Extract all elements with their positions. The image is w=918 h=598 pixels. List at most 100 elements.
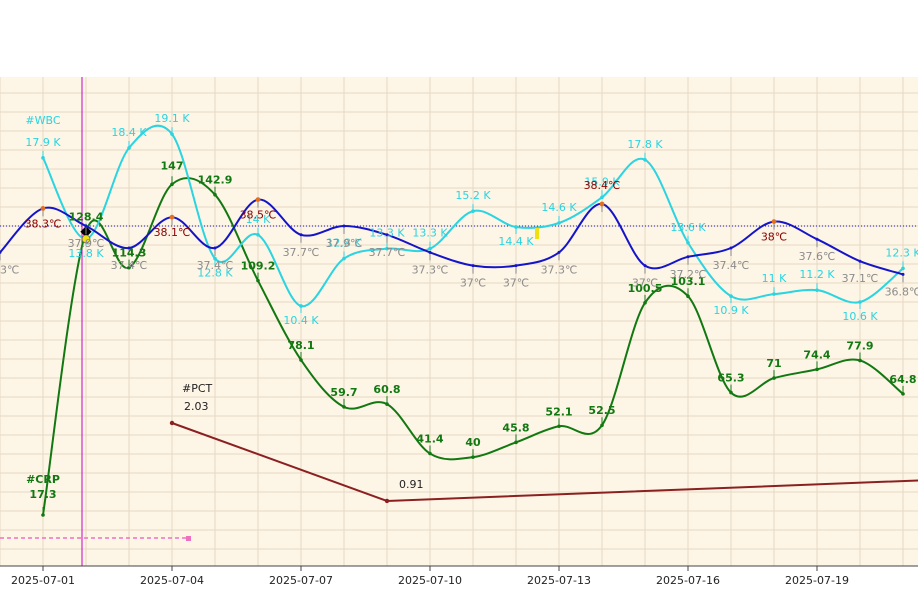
wbc-point[interactable] <box>471 209 475 213</box>
crp-point[interactable] <box>557 424 561 429</box>
temperature-fever-point[interactable] <box>40 206 46 211</box>
crp-point[interactable] <box>901 392 905 396</box>
wbc-point[interactable] <box>256 233 260 237</box>
temperature-data-label: 38.5℃ <box>240 209 277 222</box>
temperature-point[interactable] <box>0 250 2 254</box>
wbc-point[interactable] <box>428 246 432 251</box>
crp-data-label: 17.3 <box>29 488 56 501</box>
temperature-point[interactable] <box>815 237 819 241</box>
crp-data-label: 41.4 <box>416 433 443 446</box>
temperature-data-label: 37.7℃ <box>369 246 406 259</box>
temperature-data-label: 37.4℃ <box>197 259 234 272</box>
wbc-point[interactable] <box>514 225 518 229</box>
crp-point[interactable] <box>772 376 776 380</box>
wbc-point[interactable] <box>557 221 561 225</box>
crp-data-label: 40 <box>465 436 481 449</box>
temperature-line <box>0 198 904 276</box>
crp-point[interactable] <box>41 513 45 517</box>
crp-point[interactable] <box>815 367 819 372</box>
wbc-point[interactable] <box>815 288 819 292</box>
temperature-point[interactable] <box>643 264 647 268</box>
wbc-point[interactable] <box>772 292 776 296</box>
crp-data-label: 147 <box>161 159 184 172</box>
crp-point[interactable] <box>213 192 217 197</box>
pct-point[interactable] <box>169 420 175 426</box>
wbc-data-label: 14 K <box>246 213 271 226</box>
temperature-point[interactable] <box>686 255 690 259</box>
temperature-point[interactable] <box>127 246 131 250</box>
temperature-point[interactable] <box>901 272 905 276</box>
x-tick-label: 2025-07-13 <box>527 574 591 587</box>
wbc-point[interactable] <box>213 256 217 261</box>
crp-data-label: 114.3 <box>112 247 147 260</box>
cursor-marker-dot[interactable] <box>81 234 91 244</box>
wbc-data-label: 17.9 K <box>25 136 61 149</box>
crp-data-label: 52.1 <box>545 405 572 418</box>
temperature-point[interactable] <box>557 250 561 254</box>
x-tick-label: 2025-07-19 <box>785 574 849 587</box>
temperature-point[interactable] <box>514 264 518 268</box>
wbc-point[interactable] <box>170 132 174 136</box>
temperature-fever-point[interactable] <box>771 219 777 225</box>
crp-point[interactable] <box>256 278 260 283</box>
wbc-point[interactable] <box>342 256 346 261</box>
crp-data-label: 52.5 <box>588 404 615 417</box>
temperature-data-label: 37.1℃ <box>842 272 879 285</box>
crp-point[interactable] <box>514 440 518 445</box>
temperature-fever-point[interactable] <box>169 214 175 220</box>
crp-point[interactable] <box>858 358 862 363</box>
crp-point[interactable] <box>385 402 389 406</box>
crp-point[interactable] <box>299 358 303 362</box>
wbc-point[interactable] <box>41 156 45 160</box>
wbc-point[interactable] <box>729 294 733 298</box>
temperature-point[interactable] <box>729 246 733 250</box>
wbc-point[interactable] <box>385 246 389 251</box>
temperature-data-label: 37.9℃ <box>68 237 105 250</box>
wbc-point[interactable] <box>299 304 303 308</box>
crp-point[interactable] <box>729 390 733 395</box>
wbc-point[interactable] <box>686 240 690 245</box>
temperature-point[interactable] <box>213 246 217 250</box>
wbc-point[interactable] <box>127 146 131 150</box>
pct-point[interactable] <box>384 498 390 504</box>
temperature-point[interactable] <box>471 264 475 268</box>
temperature-point[interactable] <box>428 250 432 254</box>
temperature-data-label: 37.3℃ <box>412 263 449 276</box>
wbc-point[interactable] <box>901 266 905 271</box>
temperature-point[interactable] <box>299 233 303 237</box>
crp-point[interactable] <box>600 423 604 428</box>
wbc-data-label: 19.1 K <box>154 112 190 125</box>
grid-lines <box>0 77 918 566</box>
crp-point[interactable] <box>643 301 647 305</box>
temperature-fever-point[interactable] <box>599 201 605 207</box>
wbc-data-label: 14.6 K <box>541 201 577 214</box>
temperature-point[interactable] <box>342 224 346 228</box>
temperature-data-label: 37.6℃ <box>799 250 836 263</box>
wbc-point[interactable] <box>858 300 862 304</box>
crp-data-label: 128.4 <box>69 211 104 224</box>
crp-point[interactable] <box>342 405 346 409</box>
temperature-data-label: 37.3℃ <box>541 263 578 276</box>
crp-data-label: 142.9 <box>198 174 233 187</box>
crp-point[interactable] <box>428 451 432 456</box>
wbc-point[interactable] <box>643 158 647 162</box>
crp-point[interactable] <box>127 265 131 270</box>
crp-data-label: 77.9 <box>846 339 873 352</box>
temperature-data-label: 3℃ <box>0 263 19 276</box>
wbc-series-name: #WBC <box>25 114 60 127</box>
x-tick-label: 2025-07-07 <box>269 574 333 587</box>
crp-data-label: 109.2 <box>241 260 276 273</box>
temperature-point[interactable] <box>858 259 862 263</box>
wbc-data-label: 13.6 K <box>670 221 706 234</box>
wbc-data-label: 18.4 K <box>111 126 147 139</box>
temperature-point[interactable] <box>84 224 88 228</box>
wbc-point[interactable] <box>600 195 604 200</box>
crp-point[interactable] <box>686 294 690 299</box>
pct-data-label: 2.03 <box>184 400 209 413</box>
wbc-data-label: 10.4 K <box>283 314 319 327</box>
wbc-data-label: 13.3 K <box>412 227 448 240</box>
temperature-point[interactable] <box>385 233 389 237</box>
crp-point[interactable] <box>471 455 475 459</box>
crp-point[interactable] <box>170 182 174 187</box>
temperature-fever-point[interactable] <box>255 197 261 203</box>
